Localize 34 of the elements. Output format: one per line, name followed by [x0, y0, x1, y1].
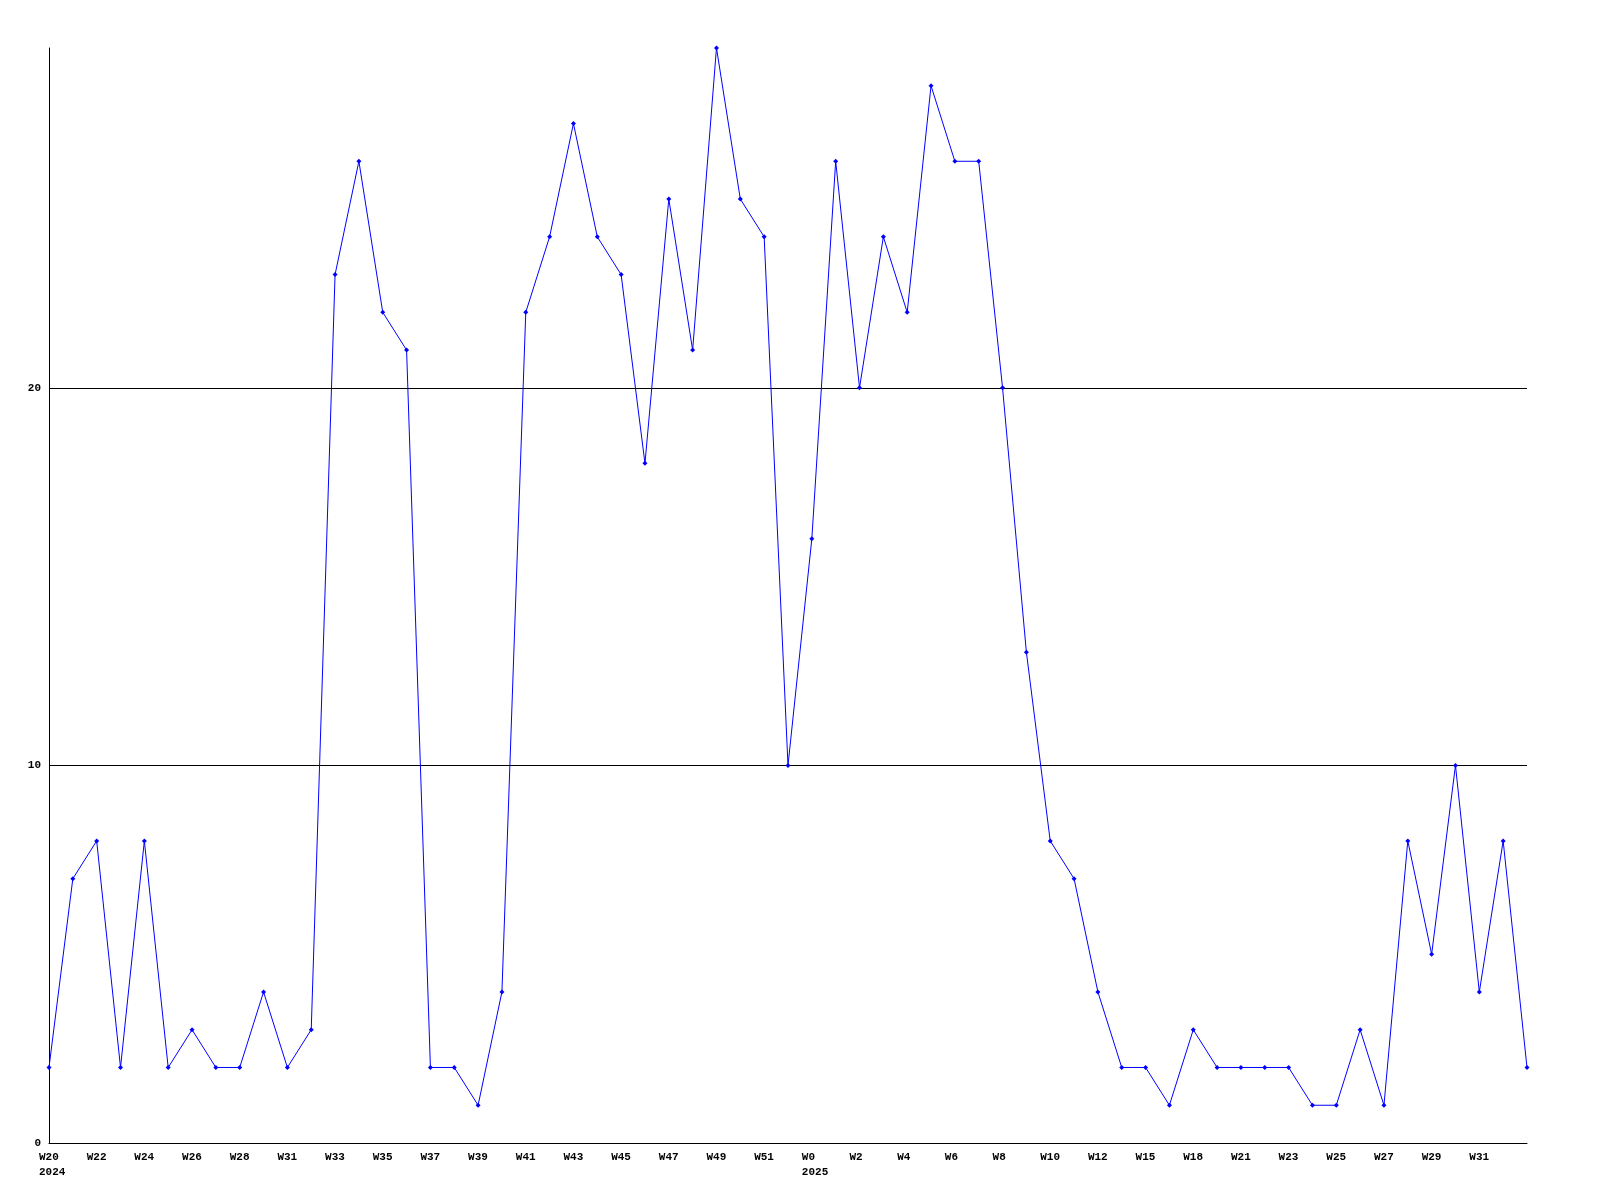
x-tick-label: W18 — [1183, 1150, 1204, 1163]
x-tick-label: W23 — [1278, 1150, 1299, 1163]
x-tick-label: W31 — [1469, 1150, 1490, 1163]
x-tick-label: W25 — [1326, 1150, 1347, 1163]
x-tick-label: W33 — [325, 1150, 346, 1163]
x-tick-label: W6 — [944, 1150, 959, 1163]
x-tick-label: W0 2025 — [801, 1150, 829, 1178]
x-tick-label: W31 — [277, 1150, 298, 1163]
x-tick-label: W12 — [1087, 1150, 1108, 1163]
x-tick-label: W49 — [706, 1150, 727, 1163]
x-tick-label: W4 — [897, 1150, 911, 1163]
x-tick-label: W26 — [182, 1150, 202, 1163]
x-tick-label: W10 — [1040, 1150, 1061, 1163]
x-tick-label: W24 — [134, 1150, 155, 1163]
x-tick-label: W45 — [611, 1150, 632, 1163]
x-tick-label: W27 — [1373, 1150, 1394, 1163]
x-tick-label: W37 — [420, 1150, 441, 1163]
x-tick-label: W39 — [468, 1150, 488, 1163]
x-tick-label: W47 — [658, 1150, 679, 1163]
x-tick-label: W21 — [1230, 1150, 1252, 1163]
x-tick-label: W29 — [1421, 1150, 1442, 1163]
x-tick-label: W41 — [515, 1150, 536, 1163]
x-tick-label: W28 — [229, 1150, 250, 1163]
x-tick-label: W20 2024 — [39, 1150, 66, 1178]
x-tick-label: W2 — [849, 1150, 863, 1163]
x-tick-label: W43 — [563, 1150, 584, 1163]
x-tick-label: W35 — [372, 1150, 393, 1163]
x-tick-label: W8 — [992, 1150, 1007, 1163]
x-tick-label: W51 — [754, 1150, 775, 1163]
y-tick-label: 10 — [27, 759, 41, 772]
y-tick-label: 0 — [34, 1137, 41, 1149]
y-tick-label: 20 — [27, 381, 41, 394]
x-tick-label: W22 — [86, 1150, 107, 1163]
x-tick-label: W15 — [1135, 1150, 1156, 1163]
